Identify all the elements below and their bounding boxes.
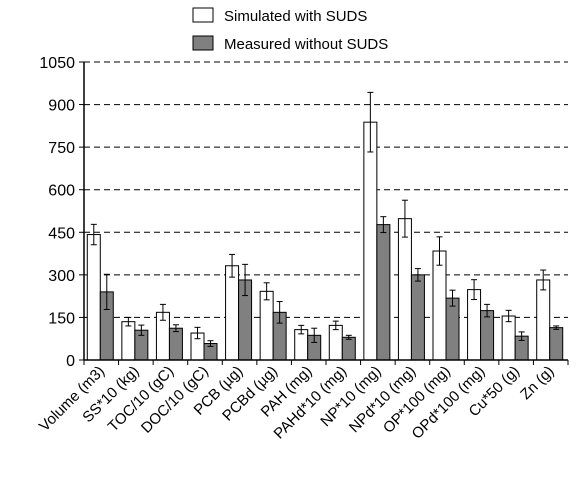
bar-simulated bbox=[328, 324, 343, 361]
bar-simulated bbox=[259, 290, 274, 361]
y-tick-label: 300 bbox=[48, 268, 75, 285]
bar-simulated bbox=[121, 321, 136, 361]
bar-simulated bbox=[397, 218, 412, 361]
bar-measured bbox=[168, 327, 183, 361]
y-tick-label: 600 bbox=[48, 183, 75, 200]
error-bars bbox=[90, 91, 560, 347]
bar-simulated bbox=[432, 250, 447, 361]
legend-swatch-simulated bbox=[192, 7, 214, 23]
x-tick-label: Zn (g) bbox=[517, 363, 557, 403]
bar-simulated bbox=[86, 234, 101, 361]
y-tick-label: 0 bbox=[66, 353, 75, 370]
y-tick-label: 900 bbox=[48, 98, 75, 115]
bar-simulated bbox=[363, 121, 378, 361]
x-tick-labels: Volume (m3)SS*10 (kg)TOC/10 (gC)DOC/10 (… bbox=[36, 363, 558, 443]
axes bbox=[79, 61, 569, 365]
bar-simulated bbox=[467, 289, 482, 361]
y-tick-label: 150 bbox=[48, 310, 75, 327]
bar-measured bbox=[341, 336, 356, 361]
bar-measured bbox=[549, 327, 564, 361]
gridlines bbox=[84, 61, 568, 318]
bar-simulated bbox=[501, 315, 516, 361]
bar-measured bbox=[480, 310, 495, 361]
bar-measured bbox=[410, 274, 425, 361]
bar-measured bbox=[376, 224, 391, 361]
y-tick-label: 1050 bbox=[39, 55, 75, 72]
legend-label-simulated: Simulated with SUDS bbox=[224, 8, 367, 25]
legend-label-measured: Measured without SUDS bbox=[224, 36, 388, 53]
y-tick-label: 450 bbox=[48, 225, 75, 242]
bars bbox=[86, 121, 564, 361]
y-tick-labels: 0 150 300 450 600 750 900 1050 bbox=[39, 55, 75, 370]
bar-simulated bbox=[225, 265, 240, 361]
bar-simulated bbox=[536, 279, 551, 361]
legend-swatch-measured bbox=[192, 35, 214, 51]
y-tick-label: 750 bbox=[48, 140, 75, 157]
legend: Simulated with SUDS Measured without SUD… bbox=[192, 7, 388, 53]
bar-measured bbox=[445, 297, 460, 361]
